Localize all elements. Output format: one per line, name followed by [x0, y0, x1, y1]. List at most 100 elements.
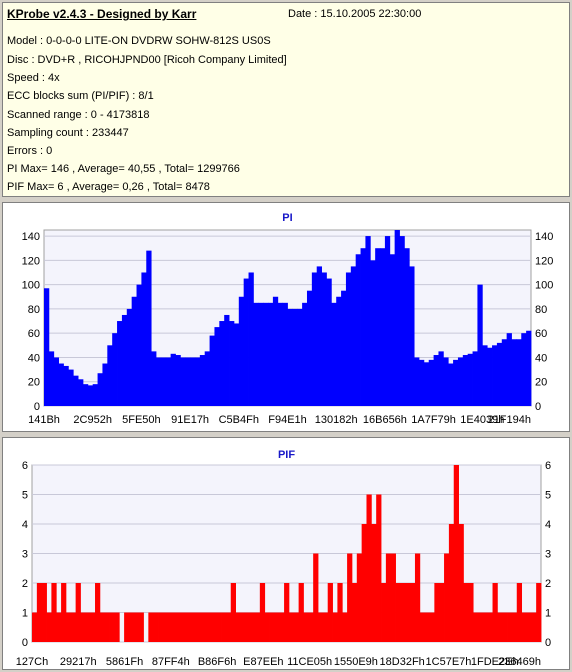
pi-sample: [428, 359, 434, 406]
x-tick-label: 5FE50h: [122, 414, 161, 426]
pif-sample: [138, 612, 144, 642]
pif-sample: [511, 612, 518, 642]
pi-sample: [316, 266, 322, 406]
pif-sample: [487, 612, 493, 642]
y-tick-label-right: 120: [535, 255, 553, 267]
info-sampling: Sampling count : 233447: [7, 127, 129, 139]
pif-sample: [61, 583, 67, 642]
pi-sample: [394, 230, 400, 406]
pif-sample: [502, 612, 508, 642]
x-tick-label: 21F194h: [488, 414, 531, 426]
pif-sample: [162, 612, 169, 642]
pif-sample: [342, 612, 348, 642]
pi-sample: [311, 272, 318, 406]
y-tick-label-left: 20: [28, 377, 40, 389]
pif-sample: [405, 583, 411, 642]
x-tick-label: 5861Fh: [106, 656, 143, 668]
y-tick-label-left: 40: [28, 352, 40, 364]
pif-sample: [400, 583, 406, 642]
pi-sample: [248, 272, 254, 406]
pif-sample: [196, 612, 203, 642]
pif-sample: [458, 524, 464, 642]
pif-sample: [288, 612, 295, 642]
pi-sample: [423, 362, 430, 406]
pif-sample: [99, 612, 106, 642]
pi-sample: [350, 266, 357, 406]
pif-sample: [245, 612, 251, 642]
x-tick-label: 16B656h: [363, 414, 407, 426]
pi-sample: [462, 355, 469, 406]
pif-sample: [293, 612, 300, 642]
pi-sample: [190, 357, 196, 406]
pi-sample: [253, 302, 259, 406]
info-speed: Speed : 4x: [7, 72, 60, 84]
y-tick-label-left: 1: [22, 608, 28, 620]
pif-sample: [153, 612, 159, 642]
pi-sample: [516, 339, 522, 406]
pif-sample: [182, 612, 188, 642]
pif-sample: [424, 612, 430, 642]
pif-sample: [36, 583, 43, 642]
pif-sample: [322, 612, 329, 642]
pi-sample: [511, 339, 517, 406]
pi-sample: [199, 355, 206, 406]
pif-sample: [439, 583, 445, 642]
pif-sample: [254, 612, 261, 642]
pi-sample: [102, 363, 108, 406]
info-model: Model : 0-0-0-0 LITE-ON DVDRW SOHW-812S …: [7, 35, 271, 47]
x-tick-label: 29217h: [60, 656, 97, 668]
pi-sample: [151, 351, 157, 406]
pi-sample: [97, 373, 103, 406]
pi-sample: [492, 345, 498, 406]
pi-sample: [185, 357, 191, 406]
pi-sample: [87, 385, 94, 406]
x-tick-label: F94E1h: [268, 414, 307, 426]
pi-sample: [224, 314, 230, 406]
pi-sample: [321, 272, 327, 406]
pif-sample: [109, 612, 115, 642]
y-tick-label-right: 40: [535, 352, 547, 364]
pi-sample: [214, 327, 220, 406]
pif-sample: [80, 612, 86, 642]
pi-sample: [404, 248, 410, 406]
x-tick-label: 11CE05h: [287, 656, 332, 668]
pi-sample: [126, 308, 133, 406]
pi-sample: [336, 296, 342, 406]
pif-sample: [308, 612, 314, 642]
pi-sample: [243, 278, 249, 406]
pi-sample: [92, 384, 98, 406]
pif-sample: [158, 612, 164, 642]
pi-sample: [170, 353, 176, 406]
pif-sample: [85, 612, 91, 642]
pi-sample: [78, 379, 84, 406]
info-range: Scanned range : 0 - 4173818: [7, 109, 150, 121]
pif-sample: [332, 612, 338, 642]
pif-chart-panel: PIF 0 0 1 1 2 2 3 3 4 4 5 5 6 6 127Ch 29217h 5861Fh 87FF4h…: [2, 437, 570, 670]
pi-chart-panel: PI 0 0 20 20 40 40 60 60 80 80 100 100 120 120 140 140 14…: [2, 202, 570, 432]
pi-sample: [453, 359, 459, 406]
pi-sample: [482, 345, 488, 406]
pi-sample: [68, 369, 74, 406]
pi-sample: [136, 284, 142, 406]
pif-sample: [56, 612, 62, 642]
pif-sample: [128, 612, 135, 642]
pi-sample: [233, 323, 240, 406]
app-title: KProbe v2.4.3 - Designed by Karr: [7, 7, 197, 21]
pi-sample: [341, 290, 347, 406]
chart-title: PI: [282, 212, 292, 224]
x-tick-label: C5B4Fh: [219, 414, 259, 426]
pif-sample: [75, 583, 81, 642]
pif-sample: [390, 553, 396, 642]
pi-sample: [384, 236, 391, 406]
pif-sample: [201, 612, 207, 642]
pi-sample: [433, 355, 439, 406]
pif-sample: [225, 612, 232, 642]
pi-sample: [399, 236, 405, 406]
pi-sample: [506, 333, 512, 406]
y-tick-label-left: 2: [22, 578, 28, 590]
pif-sample: [453, 465, 459, 642]
pi-sample: [263, 302, 269, 406]
pif-sample: [303, 612, 309, 642]
pif-sample: [46, 612, 52, 642]
pi-sample: [112, 333, 118, 406]
